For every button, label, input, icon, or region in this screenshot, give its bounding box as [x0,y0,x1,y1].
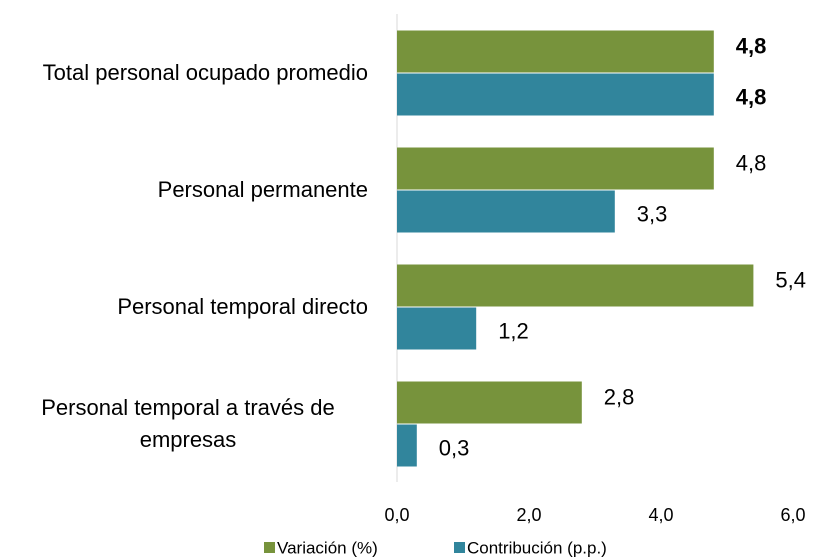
value-label: 1,2 [498,318,529,343]
bar [397,264,754,307]
category-text: Personal temporal a través de empresas [41,394,335,452]
bar [397,30,714,73]
value-label: 4,8 [736,84,767,109]
category-text: Personal temporal directo [117,293,368,319]
category-label: Personal temporal a través de empresas [0,379,368,469]
bar [397,73,714,116]
bar [397,381,582,424]
x-tick-label: 2,0 [516,505,541,525]
category-label: Personal permanente [0,145,368,235]
category-text: Personal permanente [157,176,368,202]
bar [397,147,714,190]
value-label: 4,8 [736,33,767,58]
x-tick-label: 0,0 [384,505,409,525]
legend-label: Variación (%) [277,538,378,557]
category-label: Personal temporal directo [0,262,368,352]
legend-swatch [454,542,465,553]
value-label: 5,4 [775,267,806,292]
x-tick-label: 6,0 [780,505,805,525]
legend-label: Contribución (p.p.) [467,538,607,557]
category-label: Total personal ocupado promedio [0,28,368,118]
bar [397,190,615,233]
x-tick-label: 4,0 [648,505,673,525]
bar [397,424,417,467]
legend-swatch [264,542,275,553]
value-label: 0,3 [439,435,470,460]
value-label: 2,8 [604,384,635,409]
category-text: Total personal ocupado promedio [42,59,368,85]
bar [397,307,477,350]
value-label: 3,3 [637,201,668,226]
value-label: 4,8 [736,150,767,175]
